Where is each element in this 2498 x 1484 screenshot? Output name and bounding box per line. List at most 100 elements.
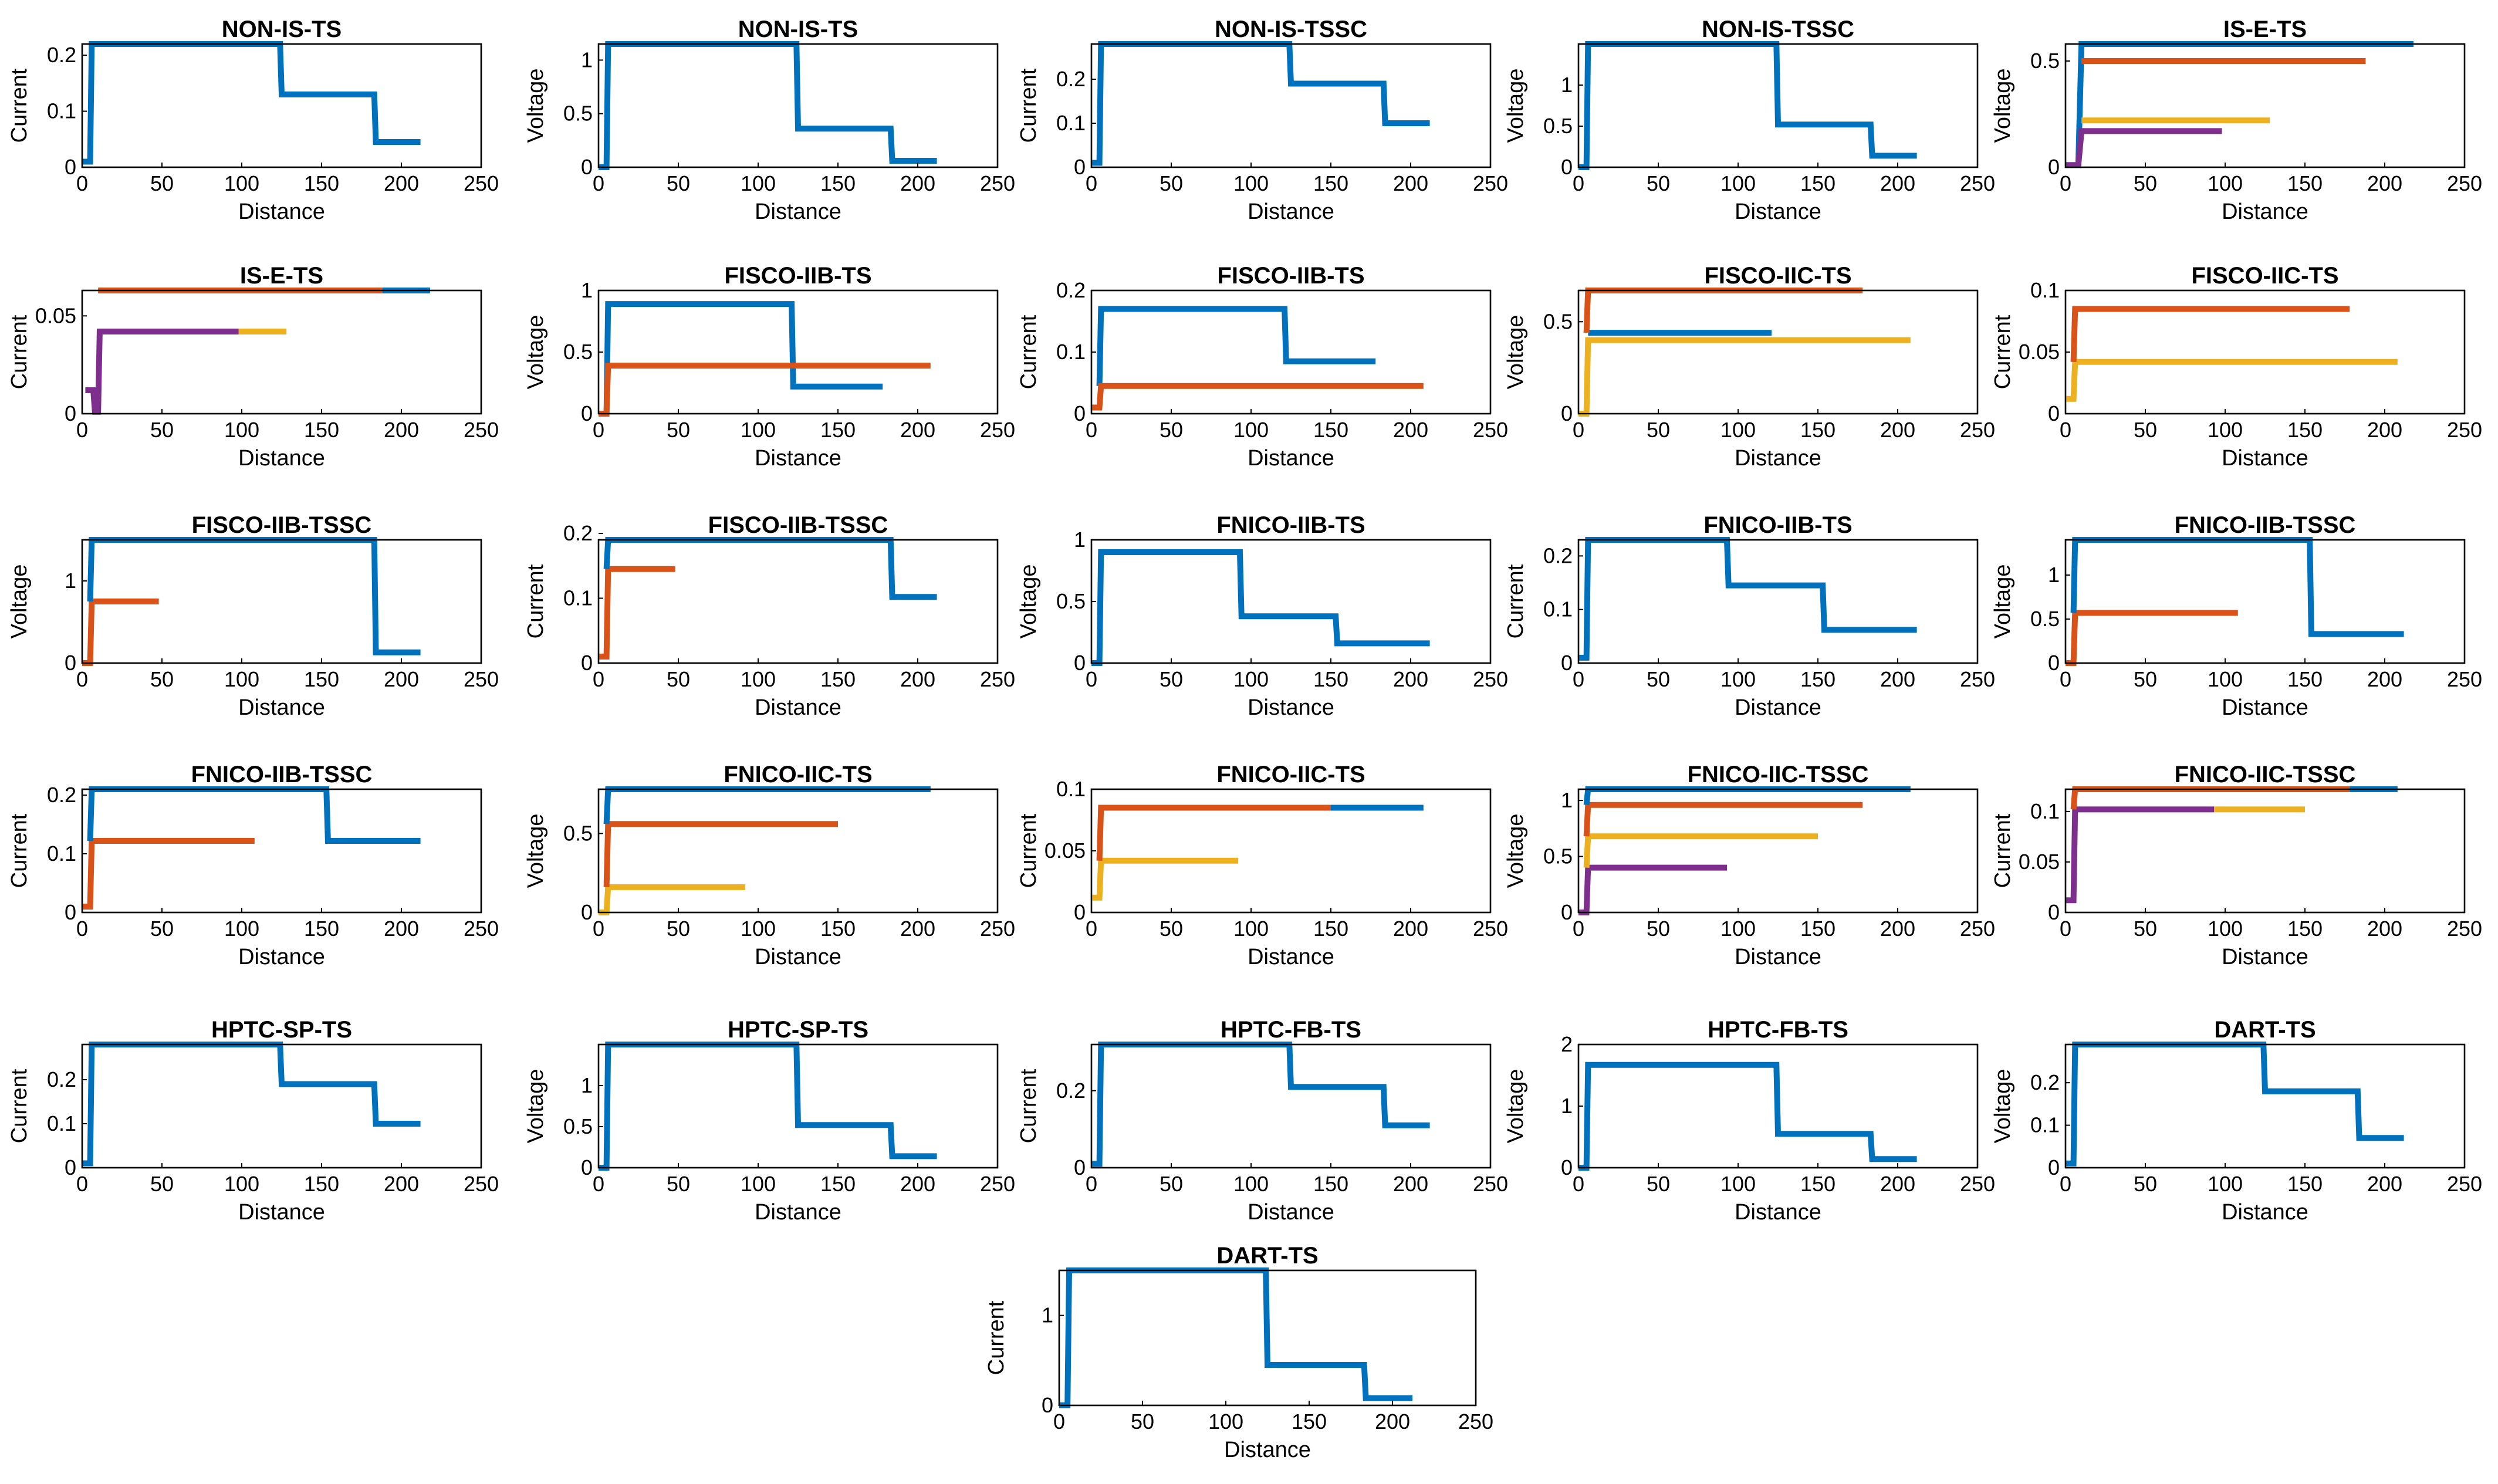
- y-tick-label: 0.2: [2030, 1070, 2060, 1094]
- y-tick-label: 0.5: [1543, 309, 1573, 333]
- x-axis-label: Distance: [2222, 695, 2308, 720]
- series-line-blue: [1059, 1267, 1413, 1408]
- y-tick-label: 0: [1561, 401, 1573, 425]
- y-tick-label: 0: [2048, 155, 2060, 179]
- x-tick-label: 100: [2208, 1172, 2243, 1196]
- x-tick-label: 250: [1960, 917, 1995, 941]
- x-tick-label: 100: [224, 1172, 259, 1196]
- x-tick-label: 250: [1458, 1409, 1493, 1434]
- x-axis-label: Distance: [1224, 1438, 1311, 1462]
- x-tick-label: 150: [820, 171, 856, 195]
- x-tick-label: 0: [1573, 1172, 1584, 1196]
- chart-title: HPTC-SP-TS: [211, 1017, 352, 1043]
- x-tick-label: 150: [820, 667, 856, 691]
- x-tick-label: 250: [2447, 418, 2482, 442]
- x-tick-label: 100: [224, 171, 259, 195]
- x-tick-label: 200: [1880, 667, 1915, 691]
- y-tick-label: 0: [65, 651, 76, 675]
- plot-frame: [597, 788, 999, 914]
- x-tick-label: 200: [1880, 171, 1915, 195]
- y-tick-label: 0.5: [2030, 607, 2060, 631]
- x-tick-label: 100: [741, 667, 776, 691]
- plot-area: [1090, 539, 1492, 664]
- x-tick-label: 250: [1960, 418, 1995, 442]
- x-tick-label: 0: [2060, 667, 2071, 691]
- x-tick-label: 0: [76, 418, 88, 442]
- y-tick-label: 0.2: [563, 521, 593, 545]
- y-axis-label: Current: [1016, 68, 1041, 143]
- series-line-orange: [82, 838, 255, 910]
- x-tick-label: 250: [1960, 667, 1995, 691]
- chart-panel-16: 0 50 100 150 200 250 0 0.5 FNICO-IIC-TS Distance V…: [523, 762, 1015, 969]
- y-tick-label: 0.5: [563, 1114, 593, 1138]
- y-axis-label: Voltage: [7, 564, 32, 639]
- x-tick-label: 200: [1375, 1409, 1410, 1434]
- chart-panel-4: 0 50 100 150 200 250 0 0.5 IS-E-TS Distance Voltag…: [1990, 16, 2482, 224]
- y-tick-label: 0.2: [47, 1067, 76, 1091]
- y-tick-label: 0.2: [1543, 543, 1573, 567]
- y-tick-label: 0.1: [2030, 278, 2060, 302]
- chart-panel-10: 0 50 100 150 200 250 0 1 FISCO-IIB-TSSC Distance V…: [7, 512, 499, 720]
- x-tick-label: 50: [150, 171, 174, 195]
- x-tick-label: 0: [593, 667, 604, 691]
- x-tick-label: 50: [1160, 1172, 1183, 1196]
- plot-frame: [1577, 43, 1979, 168]
- chart-title: FNICO-IIB-TS: [1703, 512, 1852, 538]
- x-axis-label: Distance: [1735, 446, 1821, 471]
- x-axis-label: Distance: [2222, 446, 2308, 471]
- series-line-orange: [599, 566, 675, 660]
- x-tick-label: 200: [1393, 418, 1428, 442]
- y-axis-label: Current: [1990, 315, 2015, 389]
- x-axis-label: Distance: [1248, 695, 1334, 720]
- chart-title: DART-TS: [1216, 1243, 1318, 1269]
- x-tick-label: 250: [1473, 917, 1508, 941]
- series-line-blue: [82, 1042, 421, 1167]
- x-axis-label: Distance: [1735, 200, 1821, 224]
- y-tick-label: 1: [1561, 73, 1573, 97]
- y-tick-label: 0.1: [1056, 777, 1086, 801]
- x-tick-label: 100: [1233, 667, 1269, 691]
- x-tick-label: 150: [820, 917, 856, 941]
- chart-title: IS-E-TS: [2223, 16, 2307, 42]
- y-tick-label: 2: [1561, 1032, 1573, 1056]
- chart-panel-6: 0 50 100 150 200 250 0 0.5 1 FISCO-IIB-TS Distance…: [523, 263, 1015, 471]
- series-line-blue: [1091, 41, 1430, 166]
- x-axis-label: Distance: [2222, 945, 2308, 969]
- series-line-blue: [599, 41, 937, 170]
- chart-title: NON-IS-TS: [738, 16, 858, 42]
- y-tick-label: 0: [2048, 401, 2060, 425]
- x-axis-label: Distance: [2222, 1200, 2308, 1225]
- y-tick-label: 1: [2048, 563, 2060, 587]
- chart-title: FNICO-IIC-TSSC: [2175, 762, 2356, 787]
- series-line-blue: [82, 41, 421, 165]
- x-tick-label: 200: [384, 667, 419, 691]
- y-tick-label: 0: [2048, 651, 2060, 675]
- x-tick-label: 0: [1086, 418, 1097, 442]
- series-line-blue: [1096, 306, 1376, 386]
- x-tick-label: 250: [464, 917, 499, 941]
- x-axis-label: Distance: [1735, 945, 1821, 969]
- chart-title: HPTC-FB-TS: [1221, 1017, 1361, 1043]
- series-line-blue: [1091, 549, 1430, 666]
- chart-title: NON-IS-TSSC: [1215, 16, 1367, 42]
- x-tick-label: 100: [1233, 418, 1269, 442]
- chart-panel-18: 0 50 100 150 200 250 0 0.5 1 FNICO-IIC-TSSC Distan…: [1503, 762, 1995, 969]
- chart-title: FISCO-IIB-TSSC: [192, 512, 372, 538]
- y-tick-label: 0: [65, 401, 76, 425]
- x-tick-label: 200: [1393, 667, 1428, 691]
- x-tick-label: 0: [76, 171, 88, 195]
- x-tick-label: 0: [2060, 917, 2071, 941]
- x-tick-label: 200: [900, 1172, 935, 1196]
- chart-panel-3: 0 50 100 150 200 250 0 0.5 1 NON-IS-TSSC Distance V…: [1503, 16, 1995, 224]
- x-tick-label: 150: [1313, 917, 1348, 941]
- x-tick-label: 250: [464, 171, 499, 195]
- y-axis-label: Current: [7, 315, 32, 389]
- x-tick-label: 250: [2447, 667, 2482, 691]
- y-axis-label: Voltage: [523, 814, 548, 888]
- series-line-blue: [1578, 41, 1917, 170]
- x-tick-label: 200: [2367, 917, 2402, 941]
- x-tick-label: 0: [1086, 917, 1097, 941]
- x-tick-label: 150: [2287, 667, 2323, 691]
- chart-panel-8: 0 50 100 150 200 250 0 0.5 FISCO-IIC-TS Distance V…: [1503, 263, 1995, 471]
